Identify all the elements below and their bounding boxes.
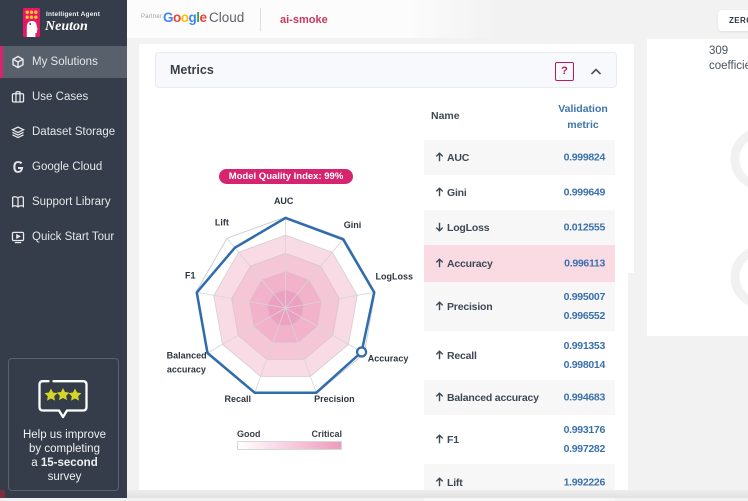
svg-text:accuracy: accuracy xyxy=(167,365,206,375)
svg-text:Recall: Recall xyxy=(225,394,252,404)
svg-text:F1: F1 xyxy=(185,271,196,281)
svg-text:AUC: AUC xyxy=(274,196,294,206)
svg-text:Gini: Gini xyxy=(344,220,362,230)
svg-text:Accuracy: Accuracy xyxy=(368,354,409,364)
svg-text:Balanced: Balanced xyxy=(167,350,207,360)
svg-text:Lift: Lift xyxy=(215,217,229,227)
svg-text:LogLoss: LogLoss xyxy=(376,272,414,282)
svg-text:Precision: Precision xyxy=(314,394,355,404)
